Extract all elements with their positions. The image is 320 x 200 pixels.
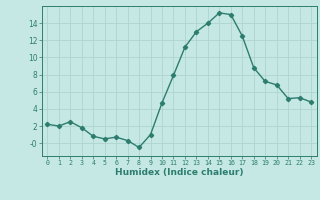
X-axis label: Humidex (Indice chaleur): Humidex (Indice chaleur) [115, 168, 244, 177]
